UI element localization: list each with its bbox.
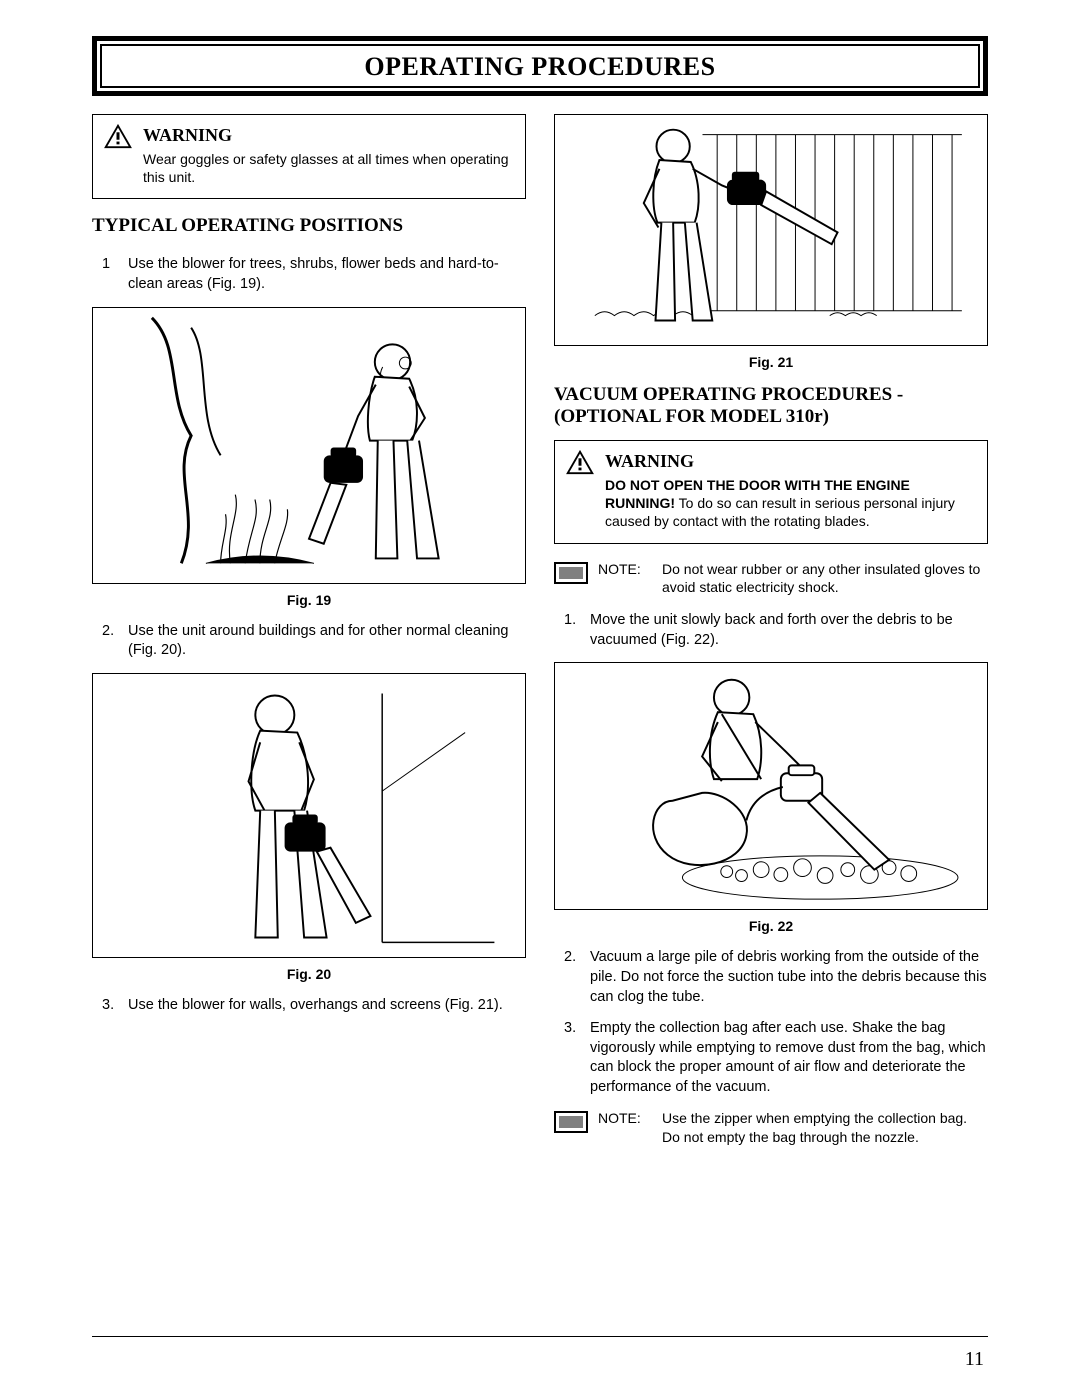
item-number: 2. (102, 622, 118, 661)
note-text: Use the zipper when emptying the collect… (662, 1109, 988, 1147)
illustration-blower-tree (93, 308, 525, 583)
note-label: NOTE: (598, 1109, 652, 1128)
page-frame: OPERATING PROCEDURES WARNING Wear goggle… (92, 36, 988, 1337)
left-column: WARNING Wear goggles or safety glasses a… (92, 114, 526, 1161)
list-item: 2. Use the unit around buildings and for… (102, 622, 526, 661)
warning-heading: WARNING (605, 451, 973, 472)
item-text: Use the unit around buildings and for ot… (128, 622, 526, 661)
title-inner-frame: OPERATING PROCEDURES (100, 44, 980, 88)
figure-21 (554, 114, 988, 346)
item-text: Use the blower for trees, shrubs, flower… (128, 255, 526, 294)
item-number: 3. (102, 996, 118, 1016)
item-number: 2. (564, 948, 580, 1007)
item-number: 1 (102, 255, 118, 294)
warning-text: DO NOT OPEN THE DOOR WITH THE ENGINE RUN… (605, 476, 973, 531)
item-number: 1. (564, 611, 580, 650)
item-text: Vacuum a large pile of debris working fr… (590, 948, 988, 1007)
illustration-blower-fence (555, 115, 987, 345)
item-text: Use the blower for walls, overhangs and … (128, 996, 503, 1016)
note-icon (554, 1111, 588, 1133)
list-item: 3. Empty the collection bag after each u… (564, 1019, 988, 1097)
figure-19 (92, 307, 526, 584)
section-heading-left: TYPICAL OPERATING POSITIONS (92, 215, 526, 237)
illustration-blower-building (93, 674, 525, 957)
list-item: 2. Vacuum a large pile of debris working… (564, 948, 988, 1007)
title-outer-frame: OPERATING PROCEDURES (92, 36, 988, 96)
note-row-1: NOTE: Do not wear rubber or any other in… (554, 560, 988, 598)
item-text: Move the unit slowly back and forth over… (590, 611, 988, 650)
warning-triangle-icon (103, 123, 133, 149)
warning-box-right: WARNING DO NOT OPEN THE DOOR WITH THE EN… (554, 440, 988, 544)
section-heading-right: VACUUM OPERATING PROCEDURES - (OPTIONAL … (554, 384, 988, 428)
page-number: 11 (965, 1348, 984, 1371)
figure-20-caption: Fig. 20 (92, 966, 526, 982)
right-column: Fig. 21 VACUUM OPERATING PROCEDURES - (O… (554, 114, 988, 1161)
figure-20 (92, 673, 526, 958)
figure-21-caption: Fig. 21 (554, 354, 988, 370)
item-text: Empty the collection bag after each use.… (590, 1019, 988, 1097)
warning-heading: WARNING (143, 125, 511, 146)
list-item: 1 Use the blower for trees, shrubs, flow… (102, 255, 526, 294)
note-text: Do not wear rubber or any other insulate… (662, 560, 988, 598)
list-item: 1. Move the unit slowly back and forth o… (564, 611, 988, 650)
figure-19-caption: Fig. 19 (92, 592, 526, 608)
note-icon (554, 562, 588, 584)
page-title: OPERATING PROCEDURES (102, 52, 978, 82)
note-row-2: NOTE: Use the zipper when emptying the c… (554, 1109, 988, 1147)
warning-text: Wear goggles or safety glasses at all ti… (143, 150, 511, 186)
warning-box-left: WARNING Wear goggles or safety glasses a… (92, 114, 526, 199)
two-column-layout: WARNING Wear goggles or safety glasses a… (92, 114, 988, 1161)
list-item: 3. Use the blower for walls, overhangs a… (102, 996, 526, 1016)
illustration-vacuum-debris (555, 663, 987, 909)
figure-22-caption: Fig. 22 (554, 918, 988, 934)
item-number: 3. (564, 1019, 580, 1097)
figure-22 (554, 662, 988, 910)
note-label: NOTE: (598, 560, 652, 579)
warning-triangle-icon (565, 449, 595, 475)
